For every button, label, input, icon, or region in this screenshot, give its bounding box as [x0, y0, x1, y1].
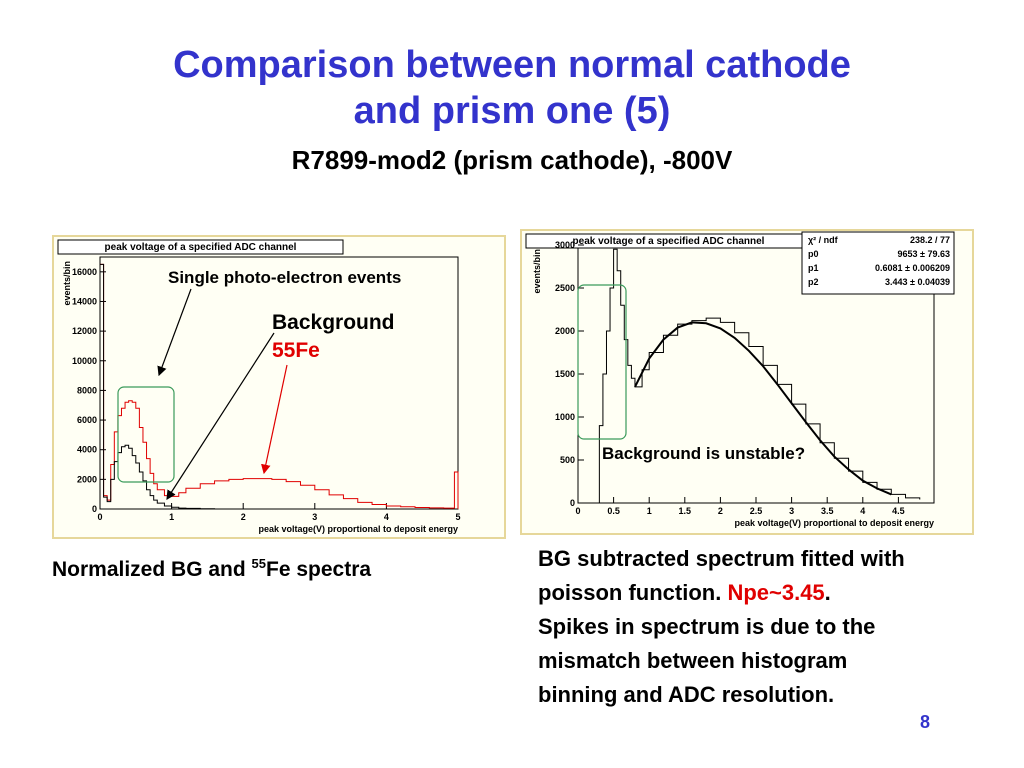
y-tick-label: 0	[570, 498, 575, 508]
left-caption-prefix: Normalized BG and	[52, 558, 252, 581]
left-caption-suffix: Fe spectra	[266, 558, 372, 581]
x-tick-label: 0	[97, 512, 102, 522]
right-chart-panel: peak voltage of a specified ADC channel 0…	[520, 229, 974, 535]
left-caption: Normalized BG and 55Fe spectra	[52, 556, 371, 582]
fit-stats-value: 238.2 / 77	[910, 235, 950, 245]
y-axis-label: events/bin	[532, 249, 542, 294]
annotation-background: Background	[272, 311, 395, 334]
fit-stats-label: p2	[808, 277, 819, 287]
x-tick-label: 2	[241, 512, 246, 522]
plot-frame	[99, 256, 459, 510]
x-axis-label: peak voltage(V) proportional to deposit …	[258, 524, 458, 534]
x-tick-label: 0	[575, 506, 580, 516]
y-tick-label: 10000	[72, 356, 97, 366]
annotation-background-unstable: Background is unstable?	[602, 444, 805, 463]
fit-stats-label: χ² / ndf	[808, 235, 839, 245]
x-tick-label: 3	[312, 512, 317, 522]
x-tick-label: 1	[647, 506, 652, 516]
y-tick-label: 2000	[77, 474, 97, 484]
x-tick-label: 3.5	[821, 506, 834, 516]
arrow-spe	[157, 288, 192, 377]
fit-stats-box	[801, 231, 955, 295]
y-tick-label: 14000	[72, 296, 97, 306]
chart-title-box	[57, 239, 344, 255]
y-tick-label: 1000	[555, 412, 575, 422]
x-tick-label: 4	[860, 506, 865, 516]
bg-highlight-box	[577, 284, 627, 440]
fit-stats-value: 9653 ± 79.63	[898, 249, 950, 259]
x-tick-label: 1.5	[679, 506, 692, 516]
fit-stats-value: 0.6081 ± 0.006209	[875, 263, 950, 273]
npe-value: Npe~3.45	[727, 580, 825, 605]
x-axis-label: peak voltage(V) proportional to deposit …	[734, 518, 934, 528]
y-tick-label: 6000	[77, 415, 97, 425]
y-tick-label: 8000	[77, 385, 97, 395]
right-caption-line-1: BG subtracted spectrum fitted with	[538, 546, 905, 571]
x-tick-label: 1	[169, 512, 174, 522]
x-tick-label: 2.5	[750, 506, 763, 516]
x-tick-label: 4	[384, 512, 389, 522]
arrow-55fe	[261, 364, 288, 475]
slide-title-line-1: Comparison between normal cathode	[173, 44, 851, 86]
chart-title: peak voltage of a specified ADC channel	[105, 242, 297, 253]
series-poisson-fit	[634, 321, 892, 496]
y-tick-label: 500	[560, 455, 575, 465]
annotation-spe: Single photo-electron events	[168, 268, 401, 287]
slide-title-line-2: and prism one (5)	[353, 90, 671, 132]
page-number: 8	[920, 712, 931, 732]
left-chart-panel: peak voltage of a specified ADC channel 0…	[52, 235, 506, 539]
y-tick-label: 16000	[72, 267, 97, 277]
fit-stats-label: p1	[808, 263, 819, 273]
y-tick-label: 3000	[555, 240, 575, 250]
left-caption-superscript: 55	[251, 556, 266, 571]
y-tick-label: 4000	[77, 445, 97, 455]
right-caption-line-2-end: .	[824, 580, 831, 605]
spe-highlight-box	[117, 386, 175, 483]
y-tick-label: 2500	[555, 283, 575, 293]
slide-subtitle: R7899-mod2 (prism cathode), -800V	[291, 145, 733, 175]
series-background	[100, 263, 216, 510]
series-55fe	[100, 263, 459, 509]
fit-stats-label: p0	[808, 249, 819, 259]
x-tick-label: 2	[718, 506, 723, 516]
right-caption-line-5: binning and ADC resolution.	[538, 682, 835, 707]
y-tick-label: 12000	[72, 326, 97, 336]
right-caption-line-4: mismatch between histogram	[538, 648, 848, 673]
x-tick-label: 4.5	[892, 506, 905, 516]
series-bg-subtracted	[595, 248, 921, 504]
y-tick-label: 2000	[555, 326, 575, 336]
right-caption-line-3: Spikes in spectrum is due to the	[538, 614, 876, 639]
arrow-background	[166, 332, 275, 501]
x-tick-label: 5	[455, 512, 460, 522]
y-tick-label: 0	[92, 504, 97, 514]
fit-stats-value: 3.443 ± 0.04039	[885, 277, 950, 287]
right-chart: peak voltage of a specified ADC channel 0…	[525, 231, 955, 528]
annotation-55fe: 55Fe	[272, 339, 320, 362]
right-caption: BG subtracted spectrum fitted with poiss…	[538, 542, 905, 712]
x-tick-label: 0.5	[607, 506, 620, 516]
x-tick-label: 3	[789, 506, 794, 516]
y-tick-label: 1500	[555, 369, 575, 379]
right-caption-line-2-text: poisson function.	[538, 580, 728, 605]
left-chart: peak voltage of a specified ADC channel 0…	[57, 239, 461, 534]
y-axis-label: events/bin	[62, 261, 72, 306]
chart-title: peak voltage of a specified ADC channel	[573, 236, 765, 247]
right-caption-line-2: poisson function. Npe~3.45.	[538, 576, 905, 610]
